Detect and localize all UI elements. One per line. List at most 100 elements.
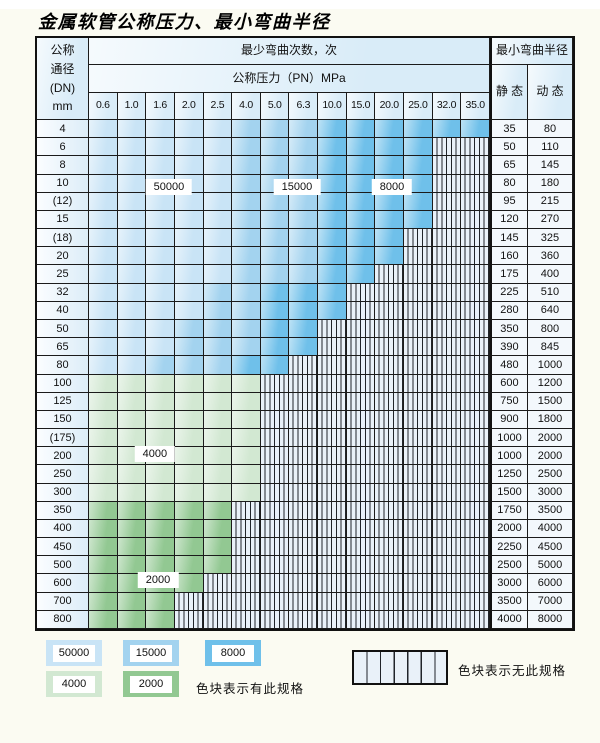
cycle-cell <box>117 301 147 320</box>
cycle-cell <box>232 338 261 357</box>
static-radius-cell: 750 <box>489 392 528 411</box>
cycle-cell <box>146 229 175 248</box>
cycle-cell <box>174 356 204 375</box>
dynamic-radius-cell: 3500 <box>527 501 573 520</box>
cycle-cell <box>89 574 118 593</box>
dn-cell: 6 <box>37 138 89 157</box>
cycle-cell-no-spec <box>432 229 462 248</box>
cycle-cell <box>89 556 118 575</box>
cycle-cell-no-spec <box>346 301 376 320</box>
legend-swatch-4000: 4000 <box>46 671 102 697</box>
dynamic-header: 动 态 <box>527 65 573 120</box>
pressure-column-header: 35.0 <box>461 93 490 120</box>
cycle-cell <box>174 319 204 339</box>
cycle-cell-no-spec <box>375 410 405 430</box>
cycle-cell-no-spec <box>289 610 319 629</box>
cycle-cell-no-spec <box>404 410 433 430</box>
dn-cell: 150 <box>37 410 89 430</box>
cycle-cell <box>89 192 118 211</box>
cycle-cell-no-spec <box>432 519 462 539</box>
static-radius-cell: 2000 <box>489 519 528 539</box>
cycle-cell <box>146 265 175 284</box>
cycle-cell <box>146 410 175 430</box>
cycle-cell-no-spec <box>404 447 433 466</box>
cycle-cell-no-spec <box>260 574 290 593</box>
cycle-cell-no-spec <box>346 410 376 430</box>
cycle-cell <box>346 192 376 211</box>
cycle-cell-no-spec <box>289 447 319 466</box>
static-radius-cell: 65 <box>489 156 528 175</box>
cycle-cell <box>146 156 175 175</box>
cycle-cell-no-spec <box>461 192 490 211</box>
cycle-cell <box>203 410 233 430</box>
cycle-cell-no-spec <box>432 138 462 157</box>
dn-header-line: (DN) <box>49 80 76 95</box>
cycle-cell <box>89 356 118 375</box>
legend-swatch-value: 2000 <box>130 675 172 693</box>
cycle-cell <box>117 374 147 393</box>
cycle-cell-no-spec <box>432 574 462 593</box>
dynamic-radius-cell: 845 <box>527 338 573 357</box>
cycle-cell-no-spec <box>404 338 433 357</box>
dn-cell: 200 <box>37 447 89 466</box>
cycle-cell <box>117 519 147 539</box>
cycle-cell-no-spec <box>432 174 462 193</box>
cycle-cell <box>174 192 204 211</box>
cycle-cell <box>461 120 490 139</box>
cycle-cell <box>89 501 118 520</box>
dynamic-radius-cell: 1500 <box>527 392 573 411</box>
static-radius-cell: 95 <box>489 192 528 211</box>
cycle-cell-no-spec <box>289 465 319 484</box>
pressure-column-header: 1.6 <box>146 93 175 120</box>
cycle-cell-no-spec <box>432 556 462 575</box>
cycle-cell <box>203 229 233 248</box>
cycle-cell-no-spec <box>432 592 462 611</box>
cycle-cell <box>146 519 175 539</box>
cycle-cell <box>89 429 118 448</box>
cycle-cell <box>146 556 175 575</box>
cycle-cell <box>203 465 233 484</box>
cycle-cell <box>203 301 233 320</box>
dynamic-radius-cell: 215 <box>527 192 573 211</box>
cycle-cell-no-spec <box>432 192 462 211</box>
cycles-header: 最少弯曲次数，次 <box>89 38 490 65</box>
dn-header-line: mm <box>52 99 73 114</box>
cycle-cell <box>346 120 376 139</box>
cycle-cell <box>318 174 347 193</box>
cycle-cell <box>146 483 175 502</box>
cycle-cell <box>117 429 147 448</box>
cycle-cell-no-spec <box>375 483 405 502</box>
dynamic-radius-cell: 5000 <box>527 556 573 575</box>
cycle-cell <box>260 283 290 302</box>
cycle-cell <box>375 192 405 211</box>
cycle-cell <box>232 210 261 230</box>
cycle-cell-no-spec <box>232 538 261 557</box>
cycle-cell <box>117 229 147 248</box>
cycle-cell <box>174 138 204 157</box>
cycle-cell <box>260 265 290 284</box>
dynamic-radius-cell: 2000 <box>527 429 573 448</box>
cycle-cell-no-spec <box>461 574 490 593</box>
cycle-cell-no-spec <box>346 610 376 629</box>
static-radius-cell: 1250 <box>489 465 528 484</box>
dynamic-radius-cell: 6000 <box>527 574 573 593</box>
cycle-cell-no-spec <box>318 519 347 539</box>
cycle-cell <box>174 265 204 284</box>
cycle-cell-no-spec <box>375 301 405 320</box>
dn-cell: (18) <box>37 229 89 248</box>
cycle-cell-no-spec <box>432 319 462 339</box>
cycle-cell <box>203 338 233 357</box>
cycle-cell <box>203 120 233 139</box>
cycle-cell <box>89 229 118 248</box>
cycle-cell <box>146 538 175 557</box>
cycle-cell <box>117 283 147 302</box>
cycle-cell-no-spec <box>318 483 347 502</box>
cycle-cell-no-spec <box>318 319 347 339</box>
legend-swatch-2000: 2000 <box>123 671 179 697</box>
cycle-cell-no-spec <box>375 319 405 339</box>
cycle-cell-no-spec <box>461 429 490 448</box>
cycle-cell <box>203 265 233 284</box>
cycle-cell <box>89 392 118 411</box>
cycle-cell-no-spec <box>289 519 319 539</box>
static-radius-cell: 160 <box>489 247 528 266</box>
